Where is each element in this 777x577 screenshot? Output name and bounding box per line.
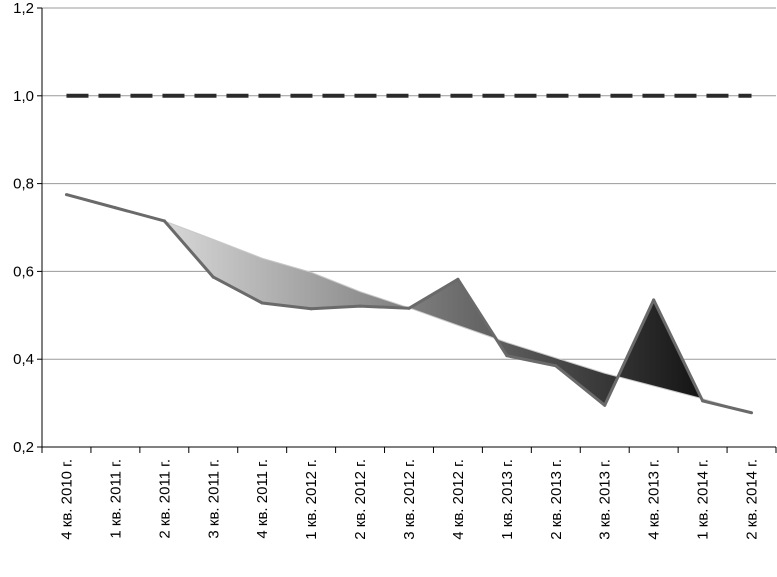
y-tick-label: 0,6	[13, 263, 34, 280]
actual-point	[64, 193, 68, 197]
actual-point	[113, 206, 117, 210]
actual-point	[701, 399, 705, 403]
actual-point	[456, 277, 460, 281]
y-tick-label: 0,4	[13, 351, 34, 368]
x-tick-label: 1 кв. 2014 г.	[695, 459, 712, 540]
x-axis-ticks: 4 кв. 2010 г. 1 кв. 2011 г. 2 кв. 2011 г. 3…	[41, 447, 777, 540]
actual-point	[260, 301, 264, 305]
y-tick-label: 1,2	[13, 0, 34, 17]
actual-point	[211, 275, 215, 279]
x-tick-label: 4 кв. 2011 г.	[254, 459, 271, 539]
x-tick-label: 3 кв. 2012 г.	[401, 459, 418, 540]
x-tick-label: 3 кв. 2011 г.	[205, 459, 222, 539]
actual-point	[407, 306, 411, 310]
x-tick-label: 4 кв. 2010 г.	[58, 459, 75, 540]
gridlines	[42, 7, 776, 360]
x-tick-label: 2 кв. 2011 г.	[156, 459, 173, 539]
actual-point	[750, 411, 754, 415]
actual-point	[554, 364, 558, 368]
y-tick-label: 0,8	[13, 176, 34, 193]
x-tick-label: 4 кв. 2012 г.	[450, 459, 467, 540]
actual-point	[505, 354, 509, 358]
actual-point	[652, 298, 656, 302]
axes	[41, 8, 776, 448]
actual-point	[162, 219, 166, 223]
x-tick-label: 2 кв. 2014 г.	[744, 459, 761, 540]
x-tick-label: 4 кв. 2013 г.	[646, 459, 663, 540]
y-tick-label: 0,2	[13, 439, 34, 456]
x-tick-label: 1 кв. 2012 г.	[303, 459, 320, 540]
actual-point	[603, 403, 607, 407]
actual-point	[309, 307, 313, 311]
x-tick-label: 2 кв. 2012 г.	[352, 459, 369, 540]
x-tick-label: 3 кв. 2013 г.	[597, 459, 614, 540]
y-axis-ticks: 0,2 0,4 0,6 0,8 1,0 1,2	[13, 0, 42, 456]
x-tick-label: 1 кв. 2011 г.	[107, 459, 124, 539]
y-tick-label: 1,0	[13, 88, 34, 105]
x-tick-label: 1 кв. 2013 г.	[499, 459, 516, 540]
x-tick-label: 2 кв. 2013 г.	[548, 459, 565, 540]
series-lines	[64, 193, 754, 415]
actual-point	[358, 304, 362, 308]
